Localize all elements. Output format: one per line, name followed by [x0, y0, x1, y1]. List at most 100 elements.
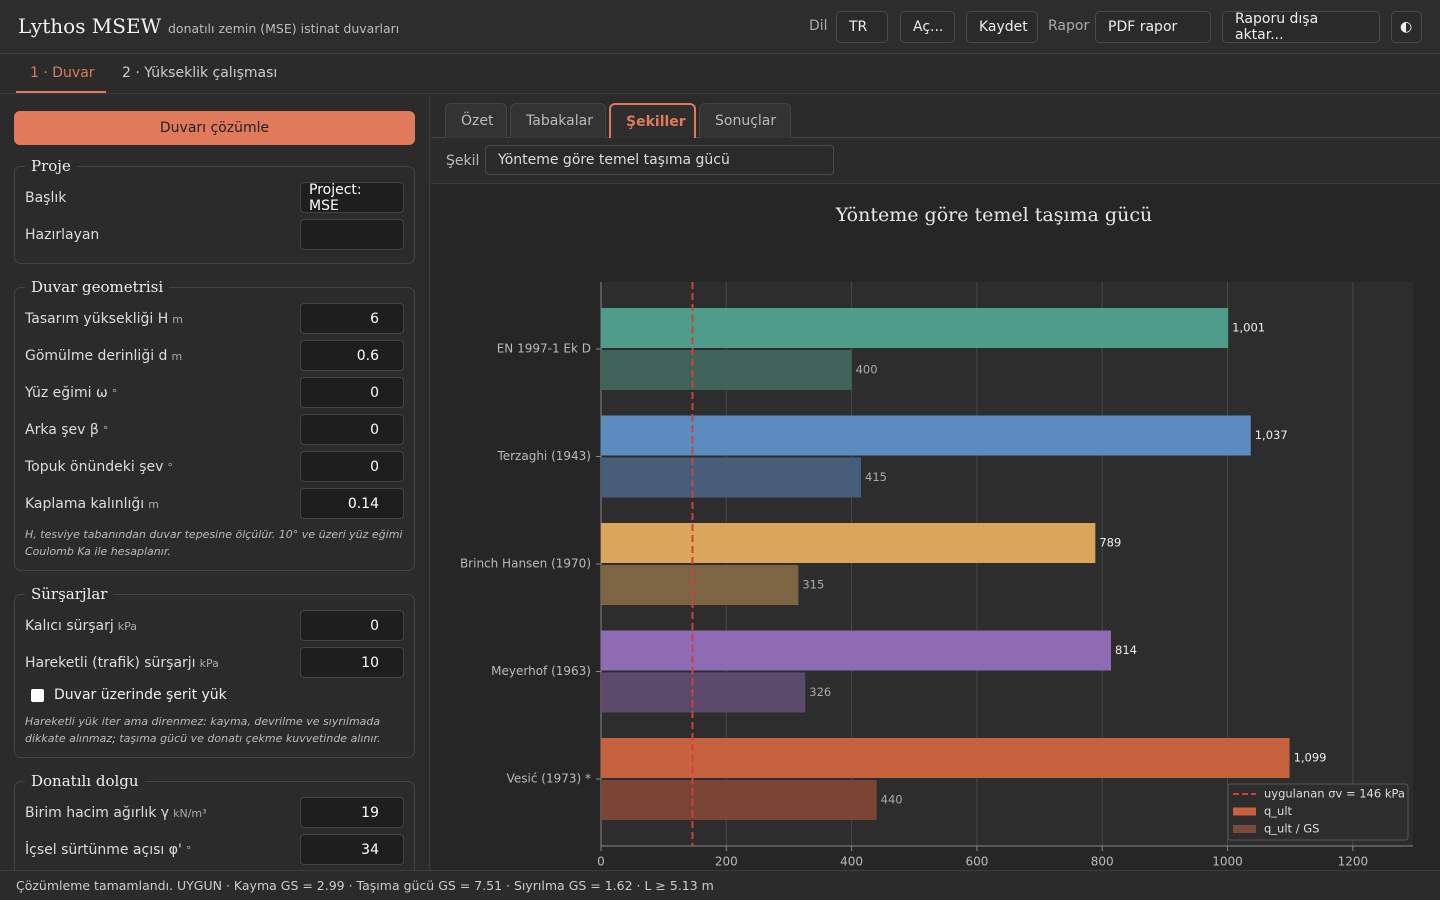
label-text: Gömülme derinliği d — [25, 347, 168, 364]
figure-select[interactable]: Yönteme göre temel taşıma gücü — [485, 145, 834, 175]
subtab[interactable]: Sonuçlar — [699, 103, 791, 138]
y-tick-label: Vesić (1973) * — [507, 772, 591, 786]
subtab[interactable]: Tabakalar — [510, 103, 606, 138]
unit: m — [171, 349, 183, 363]
checkbox-label: Duvar üzerinde şerit yük — [54, 687, 227, 703]
report-label: Rapor — [1048, 18, 1090, 34]
bar — [601, 415, 1251, 456]
input-value: 34 — [361, 841, 379, 858]
label-text: Kalıcı sürşarj — [25, 617, 114, 634]
input-value: Project: MSE — [309, 181, 362, 214]
unit: kPa — [117, 619, 138, 633]
subtab[interactable]: Özet — [445, 103, 507, 138]
label-text: Hareketli (trafik) sürşarjı — [25, 654, 196, 671]
field-row: İçsel sürtünme açısı φ' ° 34 — [25, 831, 404, 868]
tab[interactable]: 2 · Yükseklik çalışması — [122, 65, 278, 81]
input[interactable]: 34 — [300, 834, 404, 865]
results-panel: Şekil Yönteme göre temel taşıma gücü Yön… — [431, 95, 1440, 870]
bar — [601, 780, 877, 820]
y-tick-label: EN 1997-1 Ek D — [497, 342, 591, 356]
bar — [601, 738, 1290, 778]
legend-swatch — [1233, 825, 1256, 833]
data-label: 814 — [1115, 643, 1137, 657]
field-label: Hareketli (trafik) sürşarjı kPa — [25, 655, 219, 671]
input[interactable]: 0 — [300, 451, 404, 482]
unit: ° — [167, 460, 173, 474]
legend-label: q_ult / GS — [1264, 822, 1319, 836]
bar — [601, 457, 862, 498]
x-tick-label: 400 — [840, 855, 863, 869]
tab-underline — [16, 91, 106, 93]
legend-box — [1227, 783, 1409, 841]
checkbox-row[interactable]: Duvar üzerinde şerit yük — [25, 681, 404, 709]
unit: kPa — [199, 656, 219, 670]
label-text: İçsel sürtünme açısı φ' — [25, 841, 182, 858]
input-value: 0.14 — [347, 495, 379, 512]
section-title: Duvar geometrisi — [31, 278, 164, 296]
input-value: 0 — [370, 384, 379, 401]
theme-button[interactable]: ◐ — [1391, 11, 1422, 43]
input-value: 0 — [370, 421, 379, 438]
figure-label: Şekil — [446, 153, 480, 169]
status-bar: Çözümleme tamamlandı. UYGUN · Kayma GS =… — [0, 870, 1440, 900]
save-button[interactable]: Kaydet — [966, 11, 1038, 43]
x-tick-label: 0 — [597, 855, 605, 869]
input[interactable]: 6 — [300, 303, 404, 334]
export-button[interactable]: Raporu dışa aktar... — [1222, 11, 1380, 43]
input[interactable]: 0 — [300, 414, 404, 445]
input[interactable]: 0.14 — [300, 488, 404, 519]
label-text: Hazırlayan — [25, 226, 100, 243]
unit: m — [148, 497, 159, 511]
input[interactable]: 19 — [300, 797, 404, 828]
lang-select[interactable]: TR — [836, 11, 888, 43]
section-title: Sürşarjlar — [31, 585, 108, 603]
label-text: Başlık — [25, 189, 67, 206]
tab-active[interactable]: 1 · Duvar — [30, 65, 95, 81]
data-label: 326 — [809, 685, 831, 699]
data-label: 1,099 — [1294, 751, 1327, 765]
input[interactable] — [300, 219, 404, 250]
x-tick-label: 1200 — [1338, 855, 1369, 869]
checkbox[interactable] — [31, 688, 44, 702]
field-label: Birim hacim ağırlık γ kN/m³ — [25, 805, 207, 821]
field-label: Yüz eğimi ω ° — [25, 385, 117, 401]
input[interactable]: 0.6 — [300, 340, 404, 371]
main-tabs: 1 · Duvar 2 · Yükseklik çalışması — [0, 54, 1440, 94]
report-select[interactable]: PDF rapor — [1095, 11, 1211, 43]
y-tick-label: Terzaghi (1943) — [496, 449, 591, 463]
lang-label: Dil — [809, 18, 828, 34]
field-label: Hazırlayan — [25, 227, 99, 243]
y-tick-label: Brinch Hansen (1970) — [460, 557, 591, 571]
bar — [601, 308, 1229, 348]
field-row: Topuk önündeki şev ° 0 — [25, 448, 404, 485]
field-row: Hazırlayan — [25, 216, 404, 253]
data-label: 400 — [856, 363, 878, 377]
input[interactable]: 0 — [300, 610, 404, 641]
unit: ° — [185, 843, 192, 857]
legend-label: q_ult — [1264, 804, 1293, 818]
solve-button[interactable]: Duvarı çözümle — [14, 111, 415, 145]
input[interactable]: 10 — [300, 647, 404, 678]
section: Sürşarjlar Kalıcı sürşarj kPa 0 Hareketli (t… — [14, 585, 415, 758]
field-row: Kaplama kalınlığı m 0.14 — [25, 485, 404, 522]
app-title: Lythos MSEW — [18, 14, 162, 38]
input-value: 0 — [370, 617, 379, 634]
label-text: Topuk önündeki şev — [25, 458, 164, 475]
input[interactable]: Project: MSE — [300, 181, 404, 214]
input[interactable]: 0 — [300, 377, 404, 408]
app-subtitle: donatılı zemin (MSE) istinat duvarları — [168, 21, 400, 36]
section-title: Donatılı dolgu — [31, 772, 139, 790]
x-tick-label: 1000 — [1212, 855, 1243, 869]
chart: Yönteme göre temel taşıma gücü 0 200 400 60… — [460, 204, 1413, 869]
bar — [601, 565, 799, 605]
subtab[interactable]: Şekiller — [609, 103, 696, 138]
field-row: Arka şev β ° 0 — [25, 411, 404, 448]
x-tick-label: 800 — [1091, 855, 1114, 869]
open-button[interactable]: Aç... — [900, 11, 955, 43]
input-value: 10 — [361, 654, 379, 671]
unit: kN/m³ — [173, 806, 207, 820]
legend-swatch — [1233, 807, 1256, 816]
